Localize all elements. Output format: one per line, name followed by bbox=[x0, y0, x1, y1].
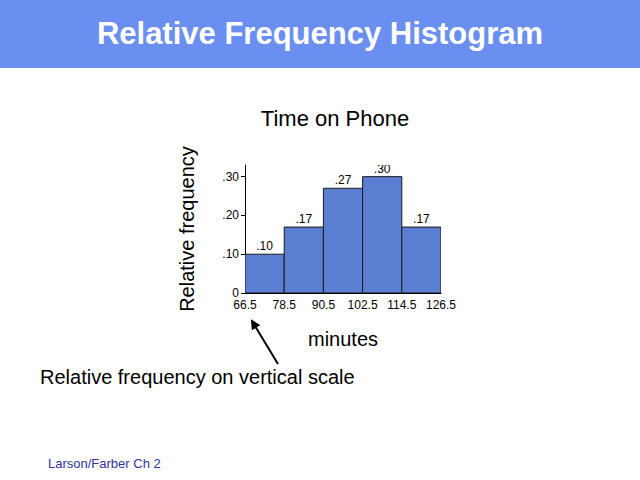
svg-text:Time on Phone: Time on Phone bbox=[261, 106, 409, 131]
svg-text:102.5: 102.5 bbox=[348, 298, 378, 312]
html-text:Relative Frequency Histogram: Relative Frequency Histogram bbox=[96, 16, 544, 51]
svg-text:Relative frequency: Relative frequency bbox=[176, 146, 198, 312]
svg-text:90.5: 90.5 bbox=[312, 298, 336, 312]
svg-text:.17: .17 bbox=[295, 212, 312, 226]
svg-text:.20: .20 bbox=[222, 208, 239, 222]
svg-text:0: 0 bbox=[232, 286, 239, 300]
svg-text:.17: .17 bbox=[413, 212, 430, 226]
svg-text:.10: .10 bbox=[256, 239, 273, 253]
svg-text:.30: .30 bbox=[222, 170, 239, 184]
svg-text:.10: .10 bbox=[222, 247, 239, 261]
svg-text:114.5: 114.5 bbox=[387, 298, 416, 312]
svg-text:126.5: 126.5 bbox=[426, 298, 456, 312]
svg-text:minutes: minutes bbox=[308, 328, 378, 350]
svg-text:.30: .30 bbox=[374, 162, 391, 176]
html-text:Larson/Farber Ch 2: Larson/Farber Ch 2 bbox=[48, 456, 161, 471]
html-text:Relative frequency on vertical: Relative frequency on vertical scale bbox=[40, 366, 355, 388]
svg-text:66.5: 66.5 bbox=[233, 298, 257, 312]
svg-text:78.5: 78.5 bbox=[273, 298, 297, 312]
svg-text:.27: .27 bbox=[335, 173, 352, 187]
